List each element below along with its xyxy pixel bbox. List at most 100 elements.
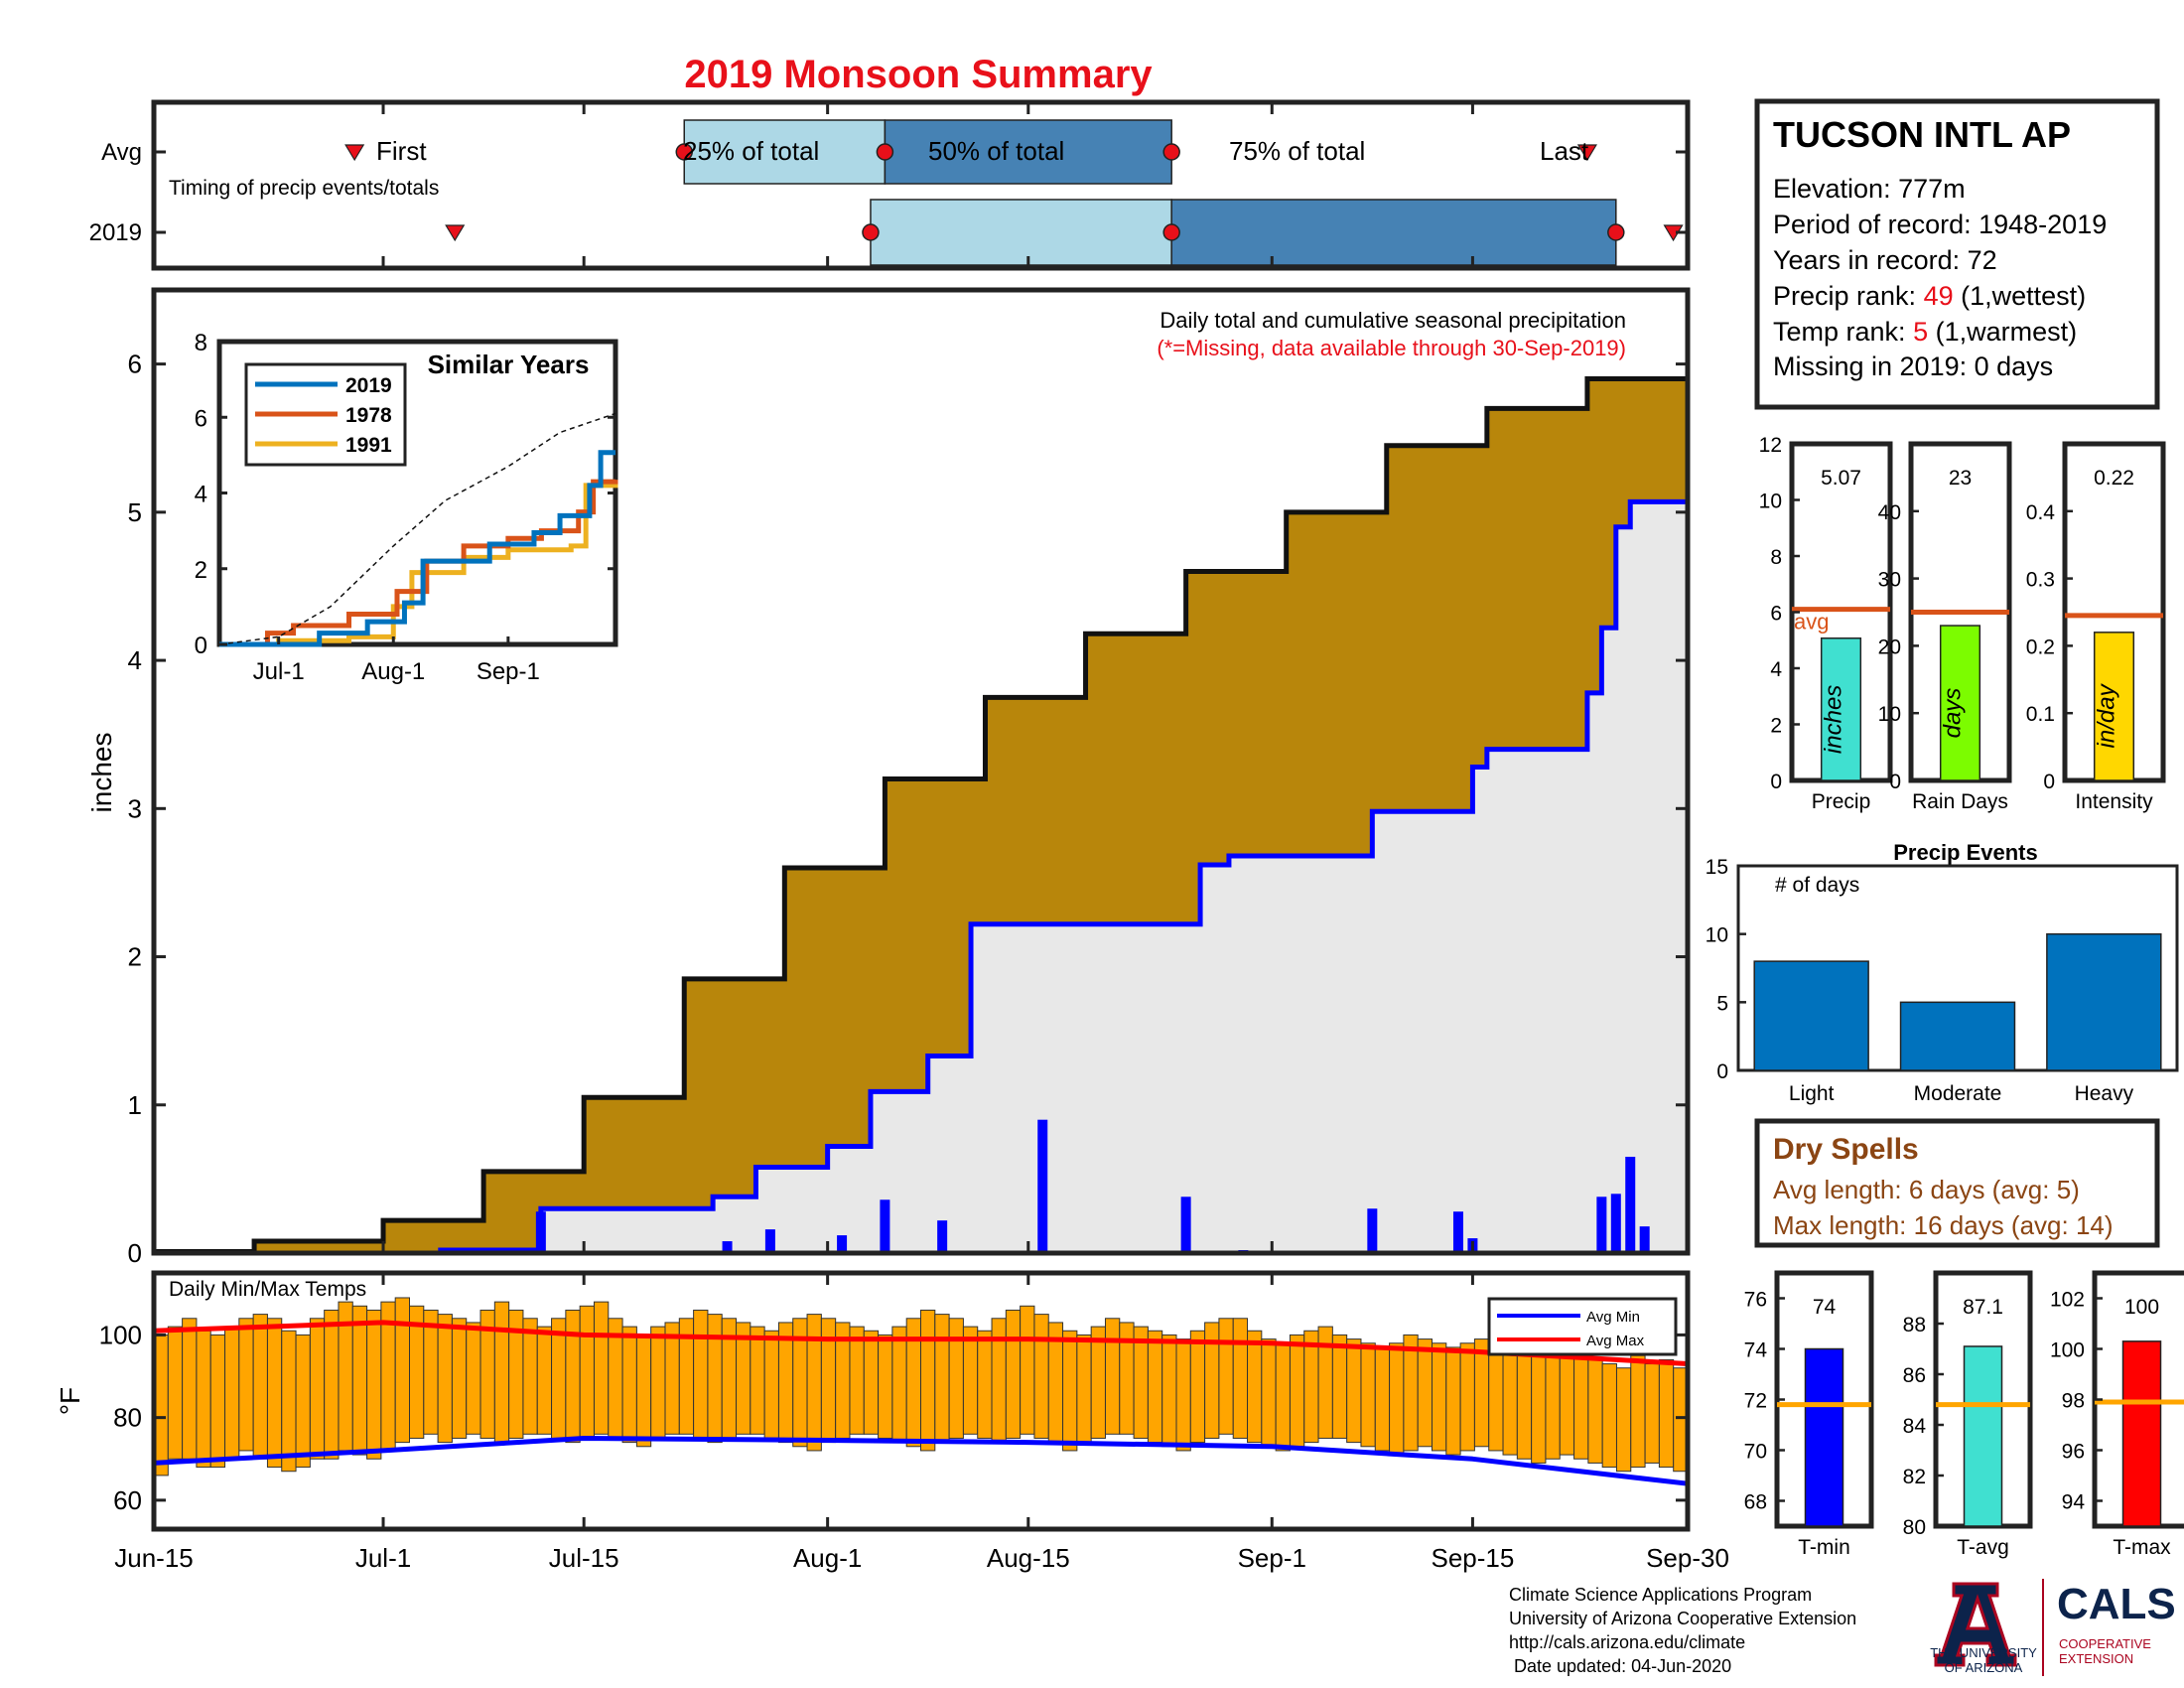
precip-events-panel: Precip Events Light Moderate Heavy 0 5 10 15 #…: [1706, 840, 2179, 1105]
daily-temp-range-bar: [1389, 1342, 1405, 1456]
daily-temp-range-bar: [1432, 1342, 1447, 1452]
observed-cumulative-line: [154, 498, 1688, 1256]
daily-temp-range-bar: [1303, 1330, 1319, 1444]
daily-temp-range-bar: [1076, 1334, 1092, 1444]
summary-avg-label: avg: [1794, 610, 1829, 634]
daily-temp-range-bar: [295, 1334, 311, 1469]
precip-events-plot: Light Moderate Heavy 0 5 10 15: [1706, 856, 2162, 1105]
daily-temp-range-bar: [266, 1318, 283, 1469]
daily-temp-range-bar: [1261, 1338, 1277, 1448]
daily-temp-range-bar: [1360, 1342, 1376, 1448]
inset-x-tick-label: Sep-1: [477, 658, 540, 685]
daily-temp-range-bar: [1161, 1334, 1177, 1448]
station-elevation: Elevation: 777m: [1773, 174, 1966, 204]
daily-temp-range-bar: [1374, 1346, 1391, 1452]
page-title: 2019 Monsoon Summary: [684, 53, 1153, 96]
y2019-quantile-marker: [1607, 223, 1625, 241]
daily-temp-range-bar: [324, 1309, 340, 1460]
main-ylabel: inches: [86, 733, 117, 813]
temp-t-min-y-tick-label: 70: [1744, 1441, 1767, 1464]
legend-1978-label: 1978: [345, 404, 392, 427]
daily-temp-range-bar: [1331, 1334, 1348, 1439]
daily-temp-range-bar: [948, 1318, 964, 1439]
summary-rain-days-y-tick-label: 30: [1878, 569, 1901, 592]
summary-rain-days-bar: [1939, 625, 1981, 781]
summary-intensity-y-tick-label: 0.4: [2026, 501, 2056, 524]
temp-t-max-y-tick-label: 102: [2050, 1289, 2085, 1312]
daily-temp-range-bar: [1275, 1342, 1291, 1452]
daily-temp-range-bar: [1601, 1363, 1617, 1469]
precip-event-category-label: Moderate: [1914, 1082, 2002, 1105]
legend-avg-min-label: Avg Min: [1586, 1309, 1640, 1326]
summary-rain-days-value-text: 23: [1949, 467, 1972, 490]
summary-intensity-value-text: 0.22: [2094, 467, 2134, 490]
temp-t-min-y-tick-label: 76: [1744, 1289, 1767, 1312]
temp-t-min-category-label: T-min: [1798, 1536, 1850, 1559]
main-y-tick-label: 0: [128, 1238, 142, 1268]
daily-temp-range-bar: [565, 1309, 581, 1444]
x-tick-label: Sep-15: [1431, 1543, 1514, 1573]
daily-temp-range-bar: [962, 1326, 979, 1435]
precip-event-bar: [2046, 932, 2162, 1071]
avg-quantile-marker: [876, 143, 894, 161]
daily-precip-bar: [722, 1241, 733, 1253]
timing-panel: Avg 2019 Timing of precip events/totals …: [89, 99, 1691, 271]
daily-temp-range-bar: [1445, 1346, 1461, 1456]
summary-rain-days-y-tick-label: 10: [1878, 703, 1901, 726]
daily-temp-range-bar: [1062, 1330, 1078, 1452]
daily-temp-range-bar: [1587, 1358, 1603, 1464]
daily-temp-range-bar: [977, 1330, 993, 1439]
daily-temp-range-bar: [1346, 1338, 1362, 1444]
logo-ua-line-1: THE UNIVERSITY: [1930, 1645, 2037, 1660]
daily-temp-range-bar: [1658, 1358, 1675, 1469]
dry-spells-title: Dry Spells: [1773, 1133, 1919, 1166]
summary-rain-days-category-label: Rain Days: [1912, 790, 2008, 813]
summary-unit-label: inches: [1821, 685, 1847, 754]
daily-precip-bar: [1625, 1157, 1636, 1253]
daily-temp-range-bar: [1218, 1318, 1234, 1435]
daily-temp-range-bar: [1573, 1350, 1589, 1460]
avg-min-line: [153, 1436, 1689, 1486]
daily-temp-range-bar: [1033, 1314, 1049, 1439]
summary-unit-label: in/day: [2094, 682, 2120, 748]
temp-rank-value: 5: [1913, 317, 1928, 347]
summary-intensity-category-label: Intensity: [2075, 790, 2153, 813]
summary-intensity-y-tick-label: 0.2: [2026, 635, 2055, 658]
y2019-quantile-marker: [862, 223, 880, 241]
daily-temp-range-bar: [238, 1318, 254, 1452]
y2019-quantile-marker: [1162, 223, 1180, 241]
x-tick-label: Jun-15: [114, 1543, 194, 1573]
temp-t-max-category-label: T-max: [2113, 1536, 2171, 1559]
temp-t-avg-category-label: T-avg: [1957, 1536, 2009, 1559]
temp-t-avg-y-tick-label: 82: [1903, 1466, 1926, 1488]
daily-temp-range-bar: [1247, 1330, 1263, 1444]
daily-precip-bar: [1610, 1194, 1621, 1253]
temp-t-avg-panel: 80 82 84 86 88 87.1 T-avg: [1903, 1270, 2033, 1559]
temp-ylabel: °F: [55, 1387, 85, 1415]
temp-t-max-value-text: 100: [2124, 1296, 2159, 1319]
university-of-arizona-logo: THE UNIVERSITY OF ARIZONA CALS COOPERATI…: [1930, 1579, 2176, 1676]
summary-precip-panel: 0 2 4 6 8 10 12 5.07 Precip inches avg: [1759, 434, 1893, 813]
main-note: (*=Missing, data available through 30-Se…: [1157, 336, 1626, 360]
logo-coop-line-1: COOPERATIVE: [2059, 1636, 2151, 1651]
daily-precip-bar: [1639, 1226, 1650, 1253]
daily-temp-range-bar: [650, 1326, 666, 1439]
daily-temp-range-bar: [466, 1322, 481, 1435]
avg-cumulative-line: [154, 346, 1691, 1255]
avg-q25-q50-box: [683, 119, 887, 185]
logo-ua-line-2: OF ARIZONA: [1945, 1660, 2023, 1675]
main-subtitle: Daily total and cumulative seasonal prec…: [1160, 308, 1626, 333]
dry-spells-avg-length: Avg length: 6 days (avg: 5): [1773, 1175, 2080, 1204]
summary-intensity-bar: [2093, 632, 2135, 781]
avg-quantile-marker: [1162, 143, 1180, 161]
daily-temp-range-bar: [1104, 1318, 1121, 1435]
precip-events-title: Precip Events: [1893, 840, 2038, 865]
y2019-first-last-marker: [445, 224, 466, 242]
precip-events-ylabel: # of days: [1775, 874, 1859, 897]
footer-line-4: Date updated: 04-Jun-2020: [1509, 1656, 1731, 1676]
daily-temp-range-bar: [1488, 1342, 1504, 1452]
legend-avg-max-label: Avg Max: [1586, 1333, 1645, 1349]
station-info-box: TUCSON INTL AP Elevation: 777m Period of…: [1754, 98, 2160, 410]
temp-t-max-y-tick-label: 98: [2062, 1390, 2085, 1413]
